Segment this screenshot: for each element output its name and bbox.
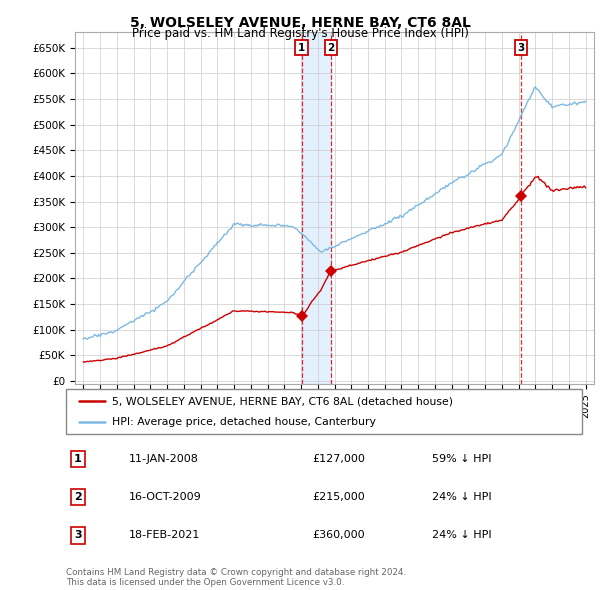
Text: 1: 1 [74,454,82,464]
Text: 16-OCT-2009: 16-OCT-2009 [129,492,202,502]
Text: £127,000: £127,000 [312,454,365,464]
FancyBboxPatch shape [66,389,582,434]
Text: £360,000: £360,000 [312,530,365,540]
Text: 11-JAN-2008: 11-JAN-2008 [129,454,199,464]
Bar [302,32,331,384]
Text: £215,000: £215,000 [312,492,365,502]
Text: 24% ↓ HPI: 24% ↓ HPI [432,530,491,540]
Text: 3: 3 [517,43,524,53]
Text: 5, WOLSELEY AVENUE, HERNE BAY, CT6 8AL (detached house): 5, WOLSELEY AVENUE, HERNE BAY, CT6 8AL (… [112,396,454,407]
Text: HPI: Average price, detached house, Canterbury: HPI: Average price, detached house, Cant… [112,417,376,427]
Text: Price paid vs. HM Land Registry's House Price Index (HPI): Price paid vs. HM Land Registry's House … [131,27,469,40]
Text: 2: 2 [74,492,82,502]
Text: 2: 2 [328,43,335,53]
Text: 18-FEB-2021: 18-FEB-2021 [129,530,200,540]
Text: 1: 1 [298,43,305,53]
Text: Contains HM Land Registry data © Crown copyright and database right 2024.
This d: Contains HM Land Registry data © Crown c… [66,568,406,587]
Text: 5, WOLSELEY AVENUE, HERNE BAY, CT6 8AL: 5, WOLSELEY AVENUE, HERNE BAY, CT6 8AL [130,16,470,30]
Text: 3: 3 [74,530,82,540]
Text: 59% ↓ HPI: 59% ↓ HPI [432,454,491,464]
Text: 24% ↓ HPI: 24% ↓ HPI [432,492,491,502]
